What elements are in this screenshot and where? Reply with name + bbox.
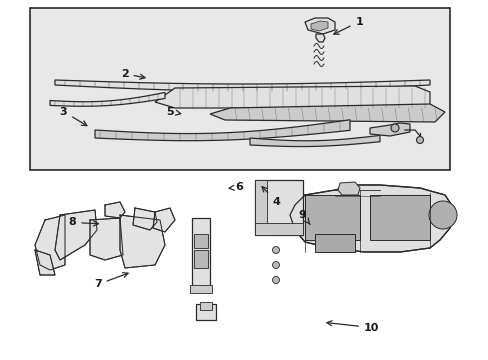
Text: 1: 1 bbox=[333, 17, 363, 34]
Polygon shape bbox=[209, 104, 444, 122]
Bar bbox=[194, 234, 207, 248]
Polygon shape bbox=[35, 250, 55, 275]
Bar bbox=[190, 285, 212, 293]
Polygon shape bbox=[289, 185, 454, 252]
Circle shape bbox=[272, 276, 279, 284]
Polygon shape bbox=[310, 21, 327, 31]
Circle shape bbox=[272, 261, 279, 269]
Text: 2: 2 bbox=[121, 69, 145, 79]
Polygon shape bbox=[55, 80, 429, 91]
Text: 8: 8 bbox=[68, 217, 98, 228]
Polygon shape bbox=[315, 34, 325, 42]
Text: 5: 5 bbox=[166, 107, 181, 117]
Polygon shape bbox=[249, 135, 379, 147]
Polygon shape bbox=[120, 215, 164, 268]
Polygon shape bbox=[90, 218, 123, 260]
Polygon shape bbox=[369, 123, 409, 136]
Polygon shape bbox=[155, 86, 429, 108]
Bar bbox=[196, 304, 216, 320]
Bar bbox=[254, 180, 303, 235]
Text: 6: 6 bbox=[228, 182, 243, 192]
Bar bbox=[305, 195, 359, 240]
Polygon shape bbox=[95, 120, 349, 141]
Polygon shape bbox=[105, 202, 125, 218]
Text: 4: 4 bbox=[262, 186, 280, 207]
Bar bbox=[314, 234, 354, 252]
Circle shape bbox=[272, 247, 279, 253]
Bar bbox=[30, 8, 449, 170]
Bar bbox=[254, 180, 266, 235]
Polygon shape bbox=[133, 208, 157, 230]
Text: 9: 9 bbox=[298, 210, 309, 225]
Text: 7: 7 bbox=[94, 273, 128, 289]
Polygon shape bbox=[305, 18, 334, 34]
Bar bbox=[200, 302, 212, 310]
Circle shape bbox=[390, 124, 398, 132]
Polygon shape bbox=[153, 208, 175, 232]
Text: 3: 3 bbox=[60, 107, 87, 126]
Bar bbox=[254, 223, 303, 235]
Circle shape bbox=[416, 136, 423, 144]
Polygon shape bbox=[50, 93, 164, 106]
Polygon shape bbox=[55, 210, 97, 260]
Polygon shape bbox=[35, 215, 65, 270]
Ellipse shape bbox=[428, 201, 456, 229]
Bar bbox=[369, 195, 429, 240]
Polygon shape bbox=[337, 182, 359, 195]
Bar bbox=[194, 250, 207, 268]
Bar bbox=[192, 218, 209, 290]
Text: 10: 10 bbox=[326, 321, 379, 333]
